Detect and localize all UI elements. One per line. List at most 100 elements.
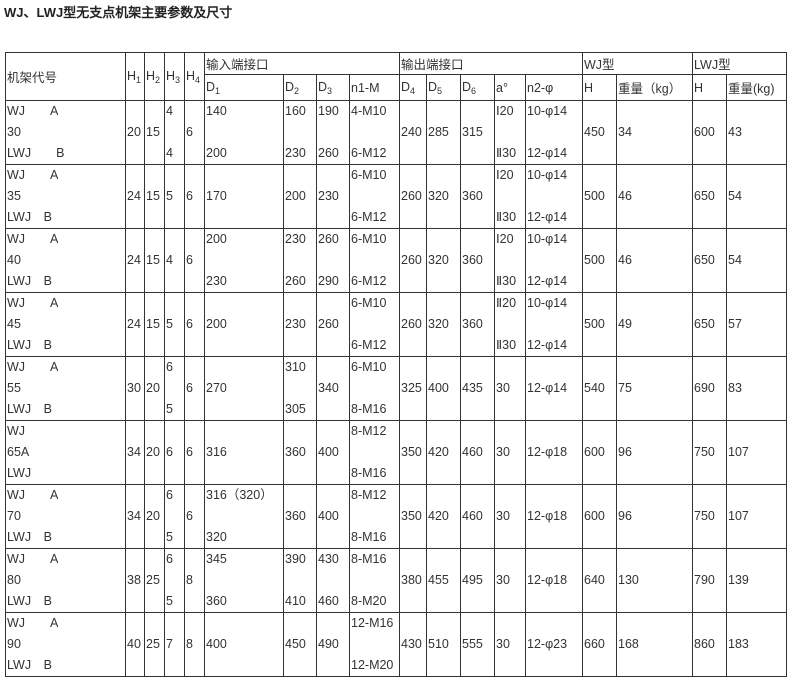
table-cell: 640 — [582, 548, 617, 613]
cell-value — [694, 271, 726, 292]
frame-code-cell: WJ A 70 LWJ B — [5, 484, 126, 549]
cell-value — [401, 614, 426, 635]
cell-value — [584, 143, 616, 164]
cell-value: 5 — [166, 189, 173, 203]
cell-value: 80 — [7, 573, 21, 587]
cell-value: 230 — [285, 317, 306, 331]
table-cell: 450 — [283, 612, 317, 677]
table-cell: 320 — [426, 228, 461, 293]
table-cell: 420 — [426, 484, 461, 549]
table-cell: 310 305 — [283, 356, 317, 421]
cell-value: LWJ B — [7, 146, 65, 160]
table-cell: 168 — [616, 612, 693, 677]
table-cell: 49 — [616, 292, 693, 357]
table-cell: 6-M10 6-M12 — [349, 164, 400, 229]
cell-value — [186, 335, 204, 356]
table-cell: 43 — [726, 100, 787, 165]
table-cell: 6 — [184, 228, 205, 293]
table-cell: 650 — [692, 228, 727, 293]
table-cell: 240 — [399, 100, 427, 165]
cell-value: Ⅰ20 — [496, 232, 514, 246]
cell-value: 30 — [496, 381, 510, 395]
cell-value: 345 — [206, 552, 227, 566]
table-cell: 6 — [184, 292, 205, 357]
table-cell: 660 — [582, 612, 617, 677]
table-cell: 10-φ14 12-φ14 — [525, 228, 583, 293]
table-cell: 750 — [692, 484, 727, 549]
table-cell: 510 — [426, 612, 461, 677]
table-cell: 10-φ14 12-φ14 — [525, 292, 583, 357]
cell-value: 230 — [285, 146, 306, 160]
cell-value — [127, 463, 144, 484]
cell-value: 660 — [584, 637, 605, 651]
cell-value — [527, 550, 582, 571]
header-subcol: H — [692, 74, 727, 101]
table-cell: 30 — [494, 484, 526, 549]
cell-value — [127, 166, 144, 187]
table-cell: 107 — [726, 484, 787, 549]
table-cell: 25 — [144, 548, 165, 613]
cell-value — [318, 335, 349, 356]
cell-value — [166, 463, 184, 484]
cell-value — [462, 166, 494, 187]
table-row: WJ A 30 LWJ B 20 15 4 4 6 140 200 160 230 190 260 4-M1… — [5, 100, 787, 165]
table-cell: 260 — [399, 292, 427, 357]
table-cell: 10-φ14 12-φ14 — [525, 100, 583, 165]
table-cell: 34 — [616, 100, 693, 165]
cell-value — [401, 399, 426, 420]
cell-value — [428, 143, 460, 164]
cell-value — [728, 463, 786, 484]
cell-value: 8-M16 — [351, 402, 387, 416]
cell-value: 4 — [166, 253, 173, 267]
cell-value — [462, 422, 494, 443]
cell-value — [351, 506, 399, 527]
table-cell: 12-M16 12-M20 — [349, 612, 400, 677]
frame-code-cell: WJ A 55 LWJ B — [5, 356, 126, 421]
cell-value — [166, 378, 184, 399]
cell-value — [527, 314, 582, 335]
table-cell: 20 — [144, 484, 165, 549]
table-cell: 320 — [426, 164, 461, 229]
cell-value — [694, 230, 726, 251]
cell-value: 75 — [618, 381, 632, 395]
cell-value: 8-M16 — [351, 552, 387, 566]
cell-value — [584, 422, 616, 443]
cell-value: 420 — [428, 445, 449, 459]
cell-value — [127, 143, 144, 164]
cell-value — [127, 591, 144, 612]
cell-value: 20 — [127, 125, 141, 139]
cell-value — [584, 399, 616, 420]
cell-value — [186, 422, 204, 443]
cell-value — [318, 422, 349, 443]
cell-value — [318, 358, 349, 379]
cell-value: WJ A — [7, 488, 59, 502]
cell-value — [618, 166, 692, 187]
cell-value — [285, 335, 316, 356]
page-title: WJ、LWJ型无支点机架主要参数及尺寸 — [4, 5, 233, 20]
cell-value: 34 — [127, 445, 141, 459]
table-cell: 390 410 — [283, 548, 317, 613]
cell-value — [584, 591, 616, 612]
cell-value: 12-φ23 — [527, 637, 568, 651]
table-row: WJ A 80 LWJ B 38 25 6 5 8 345 360 390 410 430 460 8-M1… — [5, 548, 787, 613]
cell-value: 305 — [285, 402, 306, 416]
cell-value: 380 — [401, 573, 422, 587]
header-h4: H4 — [184, 52, 205, 101]
cell-value — [146, 527, 164, 548]
cell-value: 30 — [127, 381, 141, 395]
table-cell: 8 — [184, 612, 205, 677]
cell-value — [127, 614, 144, 635]
cell-value: 4 — [166, 146, 173, 160]
cell-value: 57 — [728, 317, 742, 331]
cell-value — [146, 335, 164, 356]
cell-value — [728, 294, 786, 315]
cell-value: 360 — [206, 594, 227, 608]
cell-value — [186, 294, 204, 315]
cell-value — [146, 358, 164, 379]
cell-value — [186, 614, 204, 635]
cell-value — [146, 230, 164, 251]
cell-value — [618, 591, 692, 612]
cell-value: 107 — [728, 509, 749, 523]
cell-value — [584, 102, 616, 123]
